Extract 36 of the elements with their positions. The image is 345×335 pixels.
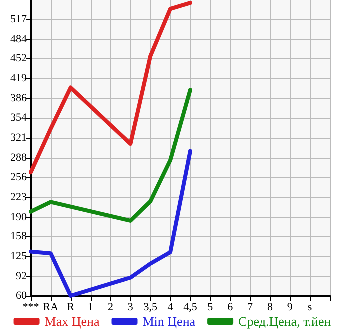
y-tick-label: 92 <box>16 270 27 283</box>
x-tick-label: *** <box>22 302 40 314</box>
x-tick-label: 9 <box>287 302 294 314</box>
y-tick-label: 125 <box>10 250 28 263</box>
x-tick-label: 8 <box>267 302 274 314</box>
x-tick-label: R <box>67 302 76 314</box>
x-tick-label: 3,5 <box>144 302 158 314</box>
legend-label: Сред.Цена, т.йен <box>238 314 332 329</box>
x-tick-label: 5 <box>208 302 214 314</box>
legend-label: Min Цена <box>142 314 196 329</box>
x-tick-label: 4,5 <box>184 302 198 314</box>
legend-label: Max Цена <box>44 314 100 329</box>
y-tick-label: 190 <box>10 211 28 224</box>
x-tick-label: 7 <box>248 302 254 314</box>
line-series <box>29 149 192 298</box>
y-tick-label: 60 <box>16 290 28 302</box>
y-tick-label: 354 <box>10 112 28 124</box>
y-tick-label: 321 <box>10 132 27 144</box>
y-tick-label: 484 <box>10 33 28 46</box>
x-tick-label: 3 <box>128 302 134 314</box>
y-tick-label: 223 <box>10 191 28 204</box>
x-tick-label: 2 <box>108 302 114 314</box>
y-tick-label: 517 <box>10 13 28 26</box>
y-tick-label: 288 <box>10 152 28 164</box>
x-tick-label: s <box>308 302 312 314</box>
y-tick-label: 158 <box>10 230 28 243</box>
y-tick-label: 452 <box>10 52 27 65</box>
line-series <box>29 88 192 223</box>
x-tick-label: 4 <box>168 302 174 314</box>
y-tick-label: 386 <box>10 92 28 105</box>
x-tick-label: RA <box>43 302 59 314</box>
y-tick-label: 419 <box>10 72 28 85</box>
line-series <box>29 1 192 175</box>
x-tick-label: 1 <box>88 302 94 314</box>
y-tick-label: 256 <box>10 171 28 184</box>
x-tick-label: 6 <box>228 302 234 314</box>
